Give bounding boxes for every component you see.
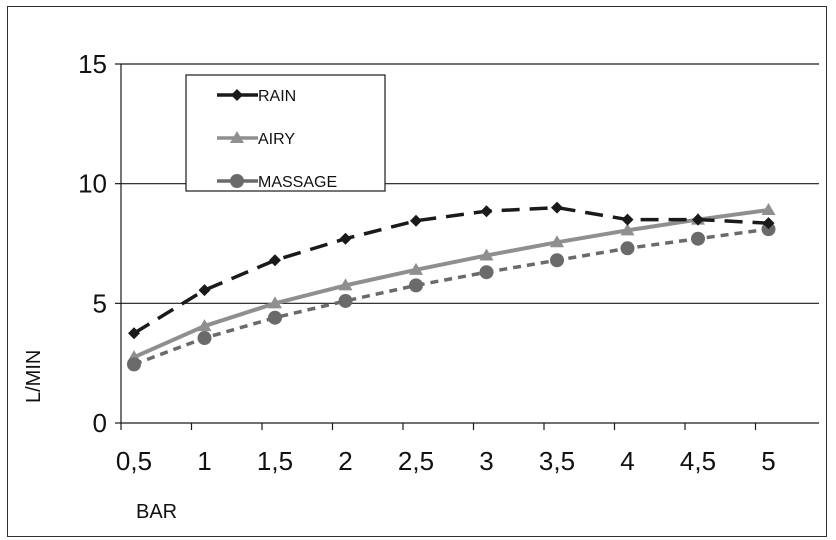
legend-label-rain: RAIN [258, 88, 296, 105]
data-point-airy [409, 262, 423, 275]
series-line-airy [133, 208, 769, 360]
series-line-rain [133, 205, 769, 335]
x-tick-label: 1,5 [257, 446, 293, 476]
legend-label-airy: AIRY [258, 131, 295, 148]
legend-item-airy: AIRY [217, 131, 295, 148]
legend-item-massage: MASSAGE [217, 174, 337, 191]
data-point-massage [197, 331, 212, 346]
data-point-airy [338, 278, 353, 291]
x-tick-label: 3 [479, 446, 493, 476]
data-point-rain [198, 284, 211, 297]
data-point-rain [269, 254, 281, 267]
data-point-rain [480, 205, 493, 218]
series-airy [127, 202, 776, 363]
x-tick-label: 4 [620, 446, 634, 476]
data-point-massage [338, 293, 353, 308]
y-tick-label: 15 [78, 49, 107, 79]
legend-label-massage: MASSAGE [258, 174, 337, 191]
x-tick-label: 1 [197, 446, 211, 476]
line-chart: 0 5 10 15 0,5 1 1,5 2 2,5 3 3,5 4 4,5 5 RAIN AIRY MASSA… [23, 49, 819, 523]
series-group [127, 201, 776, 372]
data-point-massage [268, 310, 282, 325]
data-point-airy [197, 319, 212, 332]
legend-marker-massage [230, 174, 244, 188]
data-point-massage [409, 278, 423, 293]
data-point-rain [621, 213, 634, 226]
x-tick-label: 5 [761, 446, 775, 476]
data-point-massage [620, 241, 635, 256]
y-axis-title: L/MIN [23, 350, 45, 403]
data-point-rain [128, 327, 140, 340]
legend-marker-rain [231, 89, 243, 101]
legend: RAIN AIRY MASSAGE [185, 74, 386, 192]
data-point-airy [761, 202, 776, 215]
y-tick-label: 0 [93, 408, 107, 438]
y-tick-label: 10 [78, 169, 107, 199]
data-point-airy [479, 248, 494, 261]
data-point-massage [127, 357, 141, 372]
series-rain [128, 201, 775, 340]
data-point-rain [762, 217, 775, 230]
x-tick-label: 0,5 [116, 446, 152, 476]
data-point-massage [691, 231, 705, 246]
data-point-rain [410, 214, 422, 227]
data-point-massage [479, 265, 494, 280]
data-point-airy [268, 296, 282, 309]
axes [115, 63, 819, 430]
x-tick-label: 2,5 [398, 446, 434, 476]
y-tick-label: 5 [93, 288, 107, 318]
data-point-massage [550, 253, 564, 268]
data-point-rain [339, 232, 352, 245]
legend-marker-airy [230, 131, 244, 143]
x-tick-label: 3,5 [539, 446, 575, 476]
x-axis-title: BAR [136, 501, 177, 523]
series-line-massage [133, 227, 769, 367]
chart-frame: 0 5 10 15 0,5 1 1,5 2 2,5 3 3,5 4 4,5 5 RAIN AIRY MASSA… [7, 6, 827, 537]
data-point-rain [551, 201, 563, 214]
data-point-rain [692, 213, 704, 226]
data-point-airy [620, 223, 635, 236]
x-tick-label: 4,5 [680, 446, 716, 476]
legend-item-rain: RAIN [217, 88, 296, 105]
tick-labels: 0 5 10 15 0,5 1 1,5 2 2,5 3 3,5 4 4,5 5 [78, 49, 776, 476]
series-massage [127, 222, 776, 372]
x-tick-label: 2 [338, 446, 352, 476]
data-point-airy [550, 235, 564, 248]
